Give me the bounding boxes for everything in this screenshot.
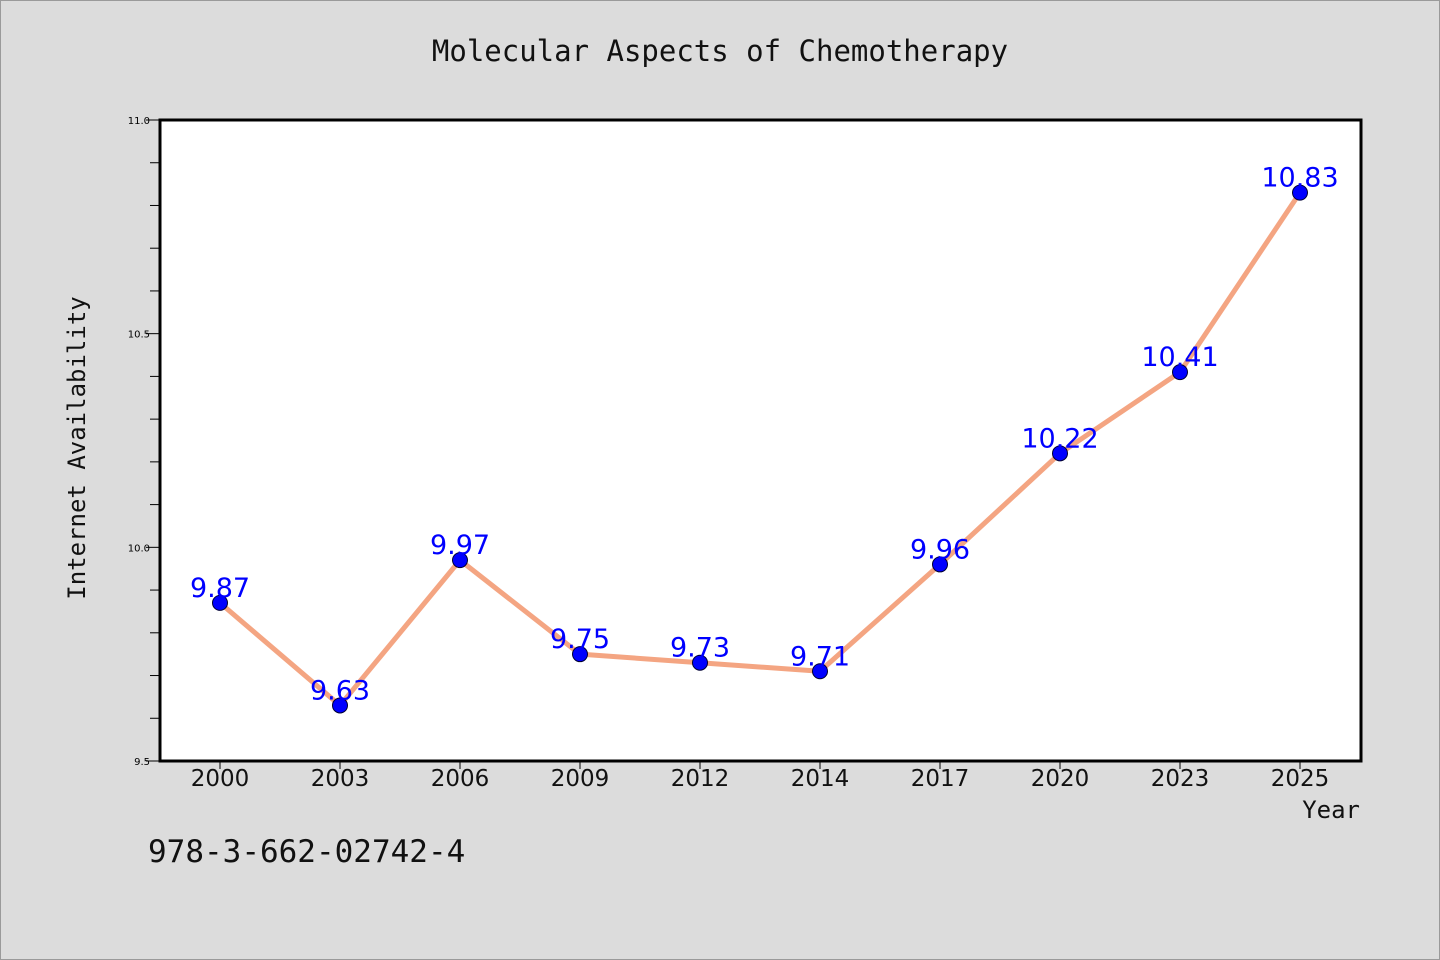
data-label: 9.73 [670, 633, 730, 664]
x-tick-label: 2009 [551, 766, 610, 792]
data-label: 9.96 [910, 534, 970, 565]
y-tick-label: 9.5 [134, 757, 150, 768]
data-label: 9.97 [430, 530, 490, 561]
x-axis-label: Year [1302, 796, 1360, 824]
x-tick-label: 2012 [671, 766, 730, 792]
series-line [217, 190, 1303, 708]
x-tick-label: 2023 [1151, 766, 1210, 792]
data-label: 9.63 [310, 675, 370, 706]
data-point [932, 556, 948, 573]
data-label: 10.41 [1141, 342, 1218, 373]
data-point [812, 663, 828, 680]
x-tick-label: 2003 [311, 766, 370, 792]
y-tick-label: 11.0 [128, 116, 150, 127]
data-point [572, 646, 588, 663]
chart-title: Molecular Aspects of Chemotherapy [431, 34, 1009, 68]
y-axis: 9.5 10.0 10.5 11.0 [128, 116, 160, 768]
x-tick-label: 2025 [1271, 766, 1330, 792]
x-tick-label: 2017 [911, 766, 970, 792]
data-point [212, 594, 228, 611]
data-point [1052, 445, 1068, 462]
x-tick-label: 2014 [791, 766, 850, 792]
x-tick-label: 2000 [191, 766, 250, 792]
data-point [1172, 364, 1188, 381]
x-tick-label: 2006 [431, 766, 490, 792]
data-point [332, 697, 348, 714]
data-label: 10.83 [1261, 163, 1338, 194]
data-point [1292, 184, 1308, 201]
x-axis: 2000 2003 2006 2009 2012 2014 2017 2020 2023 2025 [191, 761, 1330, 792]
data-point [692, 654, 708, 671]
plot-area [158, 118, 1363, 763]
data-label: 9.87 [190, 573, 250, 604]
y-tick-label: 10.0 [128, 543, 150, 554]
data-label: 9.75 [550, 624, 610, 655]
y-tick-label: 10.5 [128, 330, 150, 341]
series-internet-availability: 9.87 9.63 9.97 9.75 9.73 9.71 9.96 10.22 10.41 10… [190, 163, 1339, 714]
y-axis-label: Internet Availability [63, 296, 91, 600]
data-point [452, 552, 468, 569]
data-label: 9.71 [790, 641, 850, 672]
x-tick-label: 2020 [1031, 766, 1090, 792]
isbn-text: 978-3-662-02742-4 [148, 834, 466, 870]
data-label: 10.22 [1021, 423, 1098, 454]
